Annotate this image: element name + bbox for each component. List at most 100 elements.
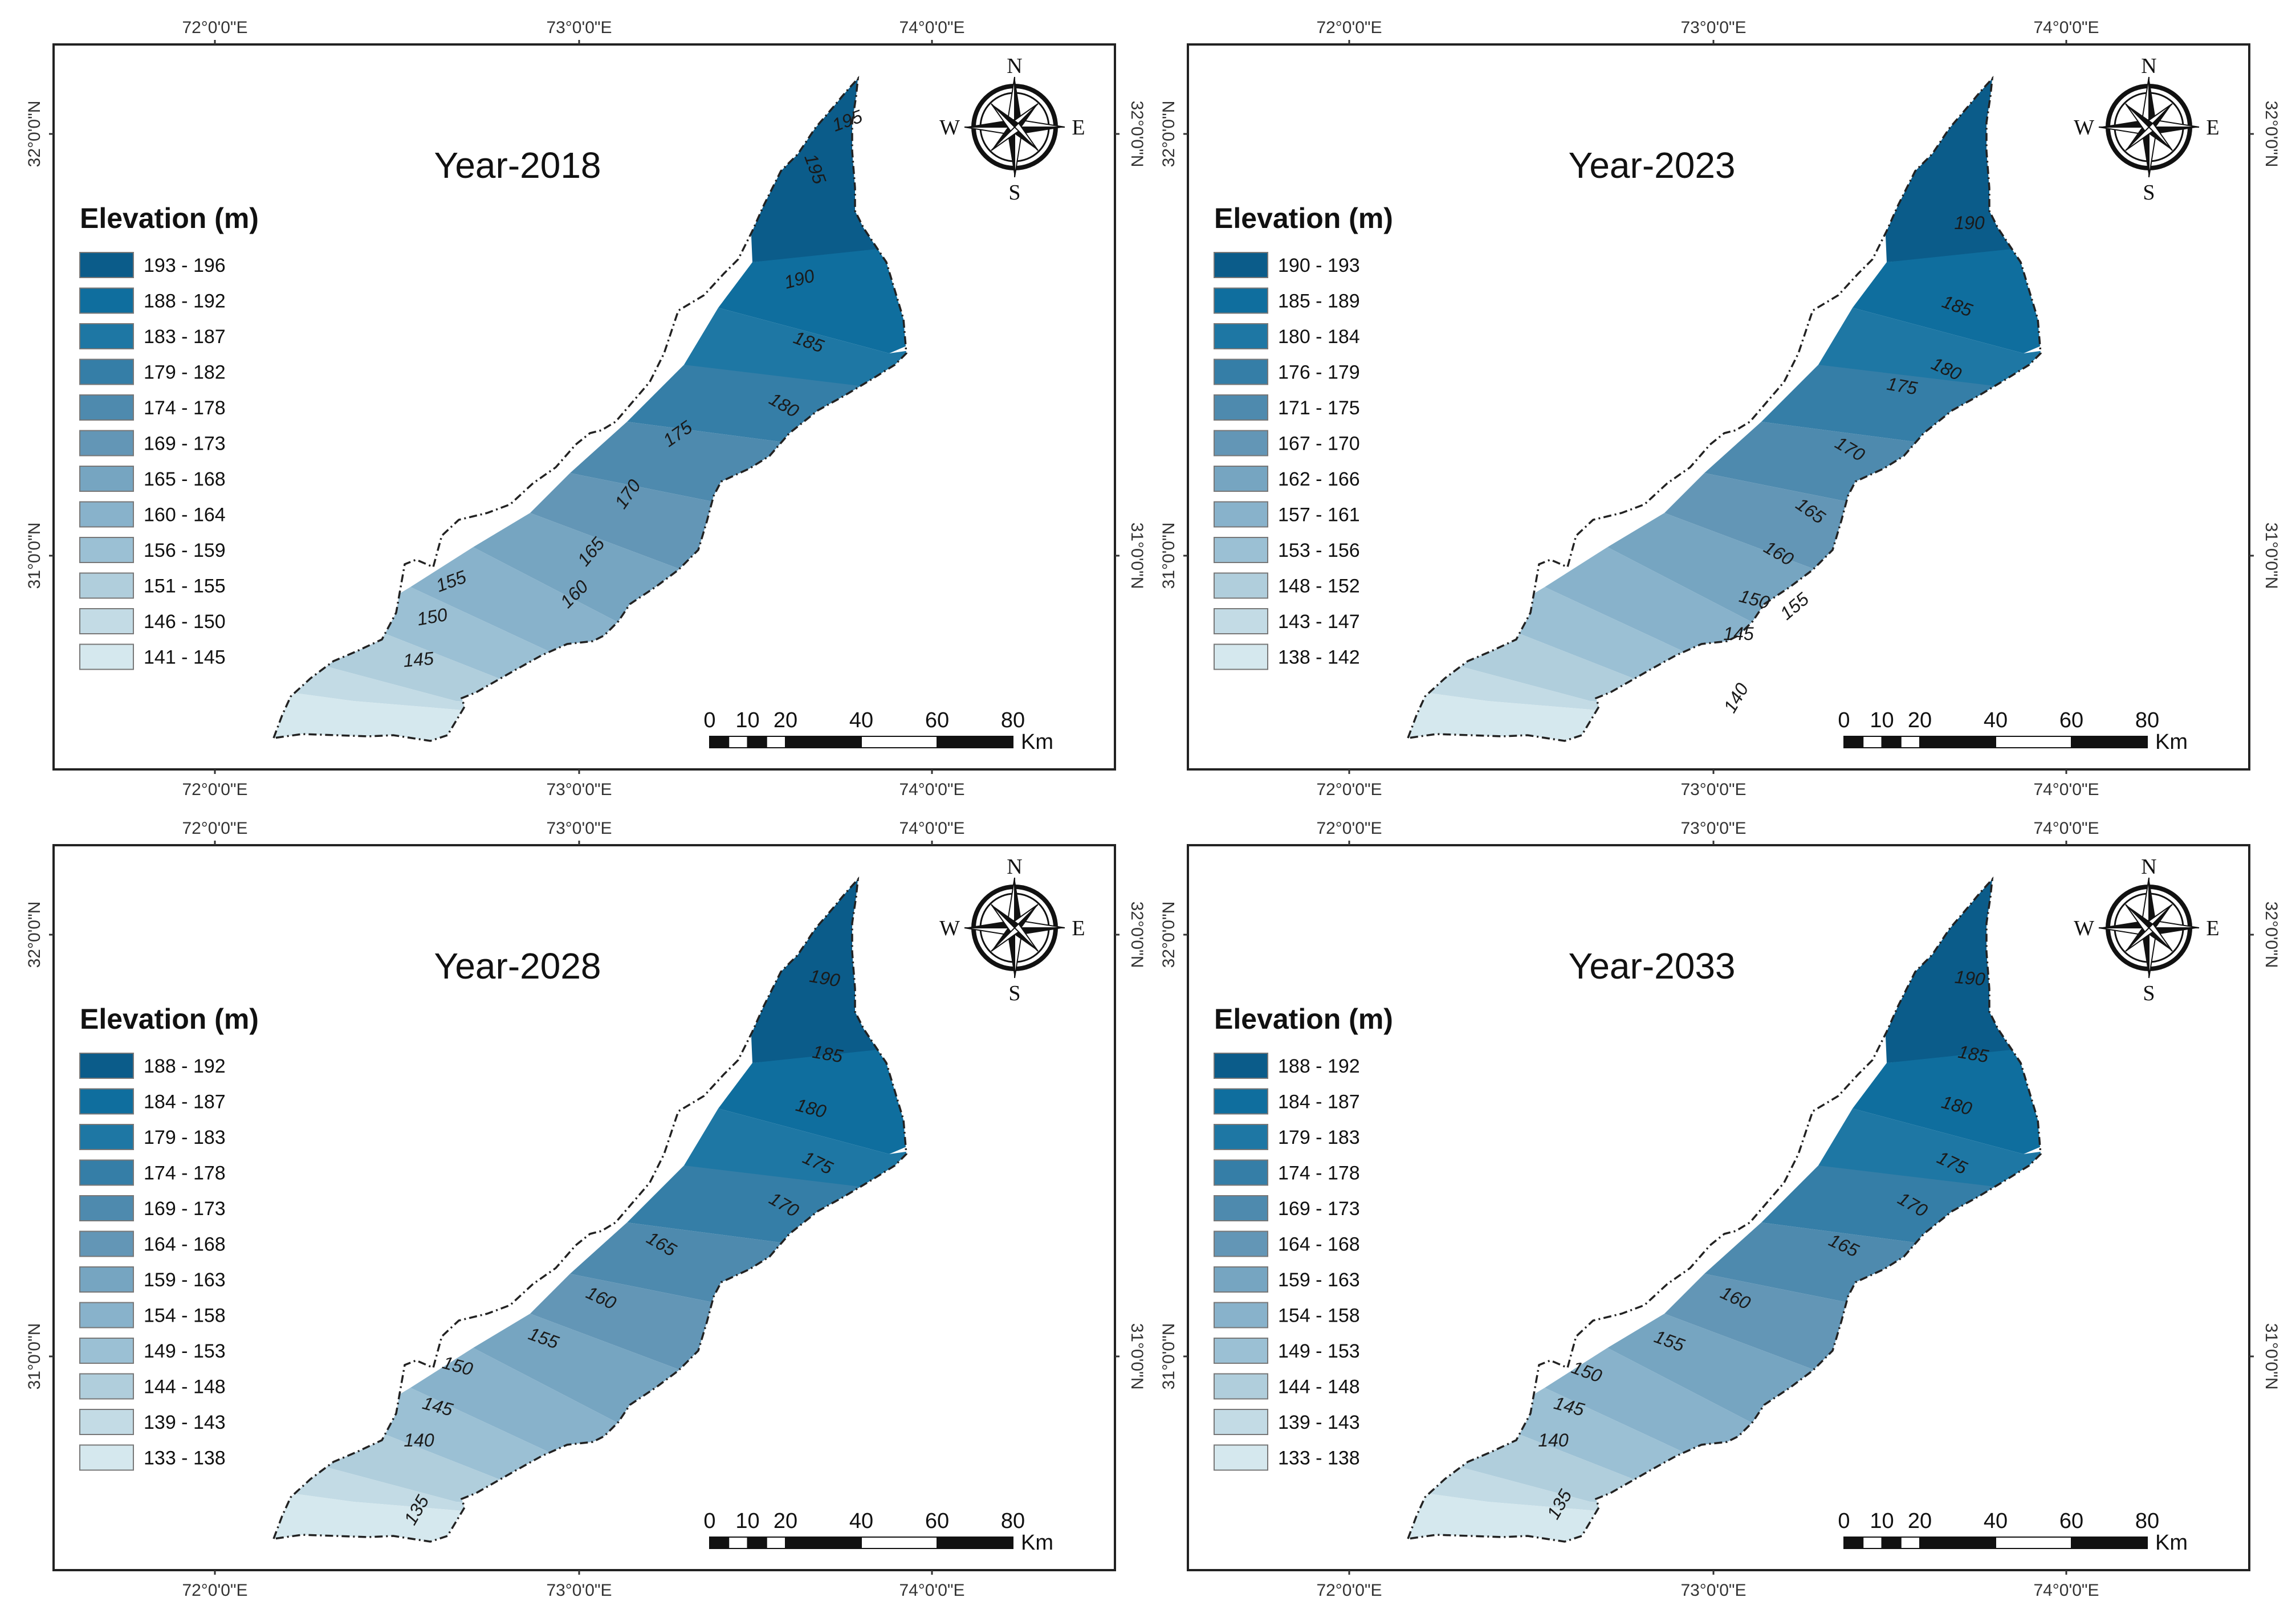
lat-label-right: 32°0'0"N bbox=[1127, 902, 1146, 968]
elevation-band-2 bbox=[1853, 239, 2041, 353]
compass-s-label: S bbox=[2143, 981, 2155, 1005]
lon-label-bottom: 74°0'0"E bbox=[899, 1581, 964, 1600]
region-boundary bbox=[272, 75, 907, 742]
scale-segment bbox=[1881, 736, 1902, 748]
lon-label-bottom: 72°0'0"E bbox=[182, 1581, 247, 1600]
legend-swatch bbox=[1214, 1338, 1268, 1364]
scale-segment bbox=[2071, 1537, 2148, 1549]
scale-tick-label: 0 bbox=[703, 1509, 715, 1533]
legend-label: 159 - 163 bbox=[144, 1269, 226, 1291]
lat-label-right: 31°0'0"N bbox=[1127, 523, 1146, 589]
legend-swatch bbox=[1214, 1124, 1268, 1150]
lat-label-left: 31°0'0"N bbox=[25, 1323, 44, 1390]
legend-swatch bbox=[79, 1053, 134, 1079]
scale-segment bbox=[1995, 736, 2072, 748]
scale-unit-label: Km bbox=[2155, 1531, 2188, 1555]
map-panel-2: 72°0'0"E 72°0'0"E 73°0'0"E 73°0'0"E 74°0'0"E… bbox=[1159, 18, 2281, 799]
lat-label-right: 31°0'0"N bbox=[1127, 1323, 1146, 1390]
legend-label: 190 - 193 bbox=[1278, 255, 1360, 276]
legend-label: 188 - 192 bbox=[144, 291, 226, 312]
lon-label-top: 73°0'0"E bbox=[546, 819, 612, 838]
contour-label: 140 bbox=[1538, 1430, 1569, 1450]
legend-swatch bbox=[79, 1124, 134, 1150]
legend-label: 171 - 175 bbox=[1278, 397, 1360, 419]
scale-tick-label: 80 bbox=[1001, 1509, 1025, 1533]
scale-segment bbox=[747, 736, 767, 748]
legend-label: 149 - 153 bbox=[144, 1340, 226, 1362]
scale-segment bbox=[785, 736, 862, 748]
legend-swatch bbox=[1214, 358, 1268, 385]
legend-swatch bbox=[79, 394, 134, 421]
lon-label-bottom: 73°0'0"E bbox=[546, 780, 612, 799]
legend-title: Elevation (m) bbox=[80, 202, 259, 234]
compass-rose-icon bbox=[2098, 76, 2200, 178]
compass-rose-icon bbox=[964, 76, 1065, 178]
contour-label: 145 bbox=[1723, 623, 1754, 644]
scale-segment bbox=[1862, 736, 1883, 748]
legend-swatch bbox=[1214, 537, 1268, 563]
legend-label: 153 - 156 bbox=[1278, 540, 1360, 561]
legend-label: 144 - 148 bbox=[144, 1376, 226, 1398]
lat-label-left: 31°0'0"N bbox=[1159, 1323, 1178, 1390]
scale-segment bbox=[1995, 1537, 2072, 1549]
map-panel-3: 72°0'0"E 72°0'0"E 73°0'0"E 73°0'0"E 74°0'0"E… bbox=[25, 819, 1146, 1600]
panel-title: Year-2033 bbox=[1569, 946, 1736, 987]
compass-w-label: W bbox=[2074, 916, 2094, 940]
legend-label: 138 - 142 bbox=[1278, 647, 1360, 669]
scale-tick-label: 40 bbox=[1984, 1509, 2008, 1533]
legend-swatch bbox=[79, 1373, 134, 1400]
legend-swatch bbox=[1214, 1088, 1268, 1115]
legend-label: 149 - 153 bbox=[1278, 1340, 1360, 1362]
panel-title: Year-2028 bbox=[434, 946, 601, 987]
legend-label: 184 - 187 bbox=[1278, 1091, 1360, 1113]
lat-label-right: 31°0'0"N bbox=[2262, 523, 2281, 589]
legend-swatch bbox=[79, 537, 134, 563]
lon-label-top: 73°0'0"E bbox=[1680, 819, 1746, 838]
lon-label-bottom: 72°0'0"E bbox=[1316, 1581, 1382, 1600]
legend-label: 184 - 187 bbox=[144, 1091, 226, 1113]
scale-tick-label: 10 bbox=[735, 708, 759, 732]
legend-label: 174 - 178 bbox=[144, 397, 226, 419]
scale-tick-label: 80 bbox=[2135, 1509, 2159, 1533]
legend-label: 164 - 168 bbox=[144, 1234, 226, 1256]
scale-segment bbox=[937, 736, 1013, 748]
compass-n-label: N bbox=[1007, 54, 1022, 78]
lat-label-right: 32°0'0"N bbox=[1127, 101, 1146, 168]
map-frame bbox=[1187, 43, 2250, 771]
lon-label-top: 72°0'0"E bbox=[182, 819, 247, 838]
legend-label: 169 - 173 bbox=[144, 1198, 226, 1220]
legend-label: 133 - 138 bbox=[1278, 1448, 1360, 1469]
legend-label: 179 - 183 bbox=[1278, 1127, 1360, 1148]
legend-label: 160 - 164 bbox=[144, 504, 226, 526]
lat-label-left: 32°0'0"N bbox=[25, 902, 44, 968]
map-frame bbox=[52, 844, 1116, 1571]
lon-label-bottom: 73°0'0"E bbox=[1680, 1581, 1746, 1600]
legend-swatch bbox=[79, 643, 134, 670]
scale-segment bbox=[861, 736, 938, 748]
legend-label: 151 - 155 bbox=[144, 576, 226, 597]
map-panel-4: 72°0'0"E 72°0'0"E 73°0'0"E 73°0'0"E 74°0'0"E… bbox=[1159, 819, 2281, 1600]
lon-label-top: 74°0'0"E bbox=[899, 18, 964, 37]
region-boundary bbox=[1406, 876, 2042, 1543]
compass-s-label: S bbox=[1008, 181, 1020, 205]
legend-swatch bbox=[79, 1159, 134, 1186]
legend-label: 188 - 192 bbox=[144, 1055, 226, 1077]
legend-label: 188 - 192 bbox=[1278, 1055, 1360, 1077]
scale-segment bbox=[766, 736, 786, 748]
legend-swatch bbox=[1214, 1195, 1268, 1221]
compass-e-label: E bbox=[2206, 116, 2219, 140]
legend-label: 139 - 143 bbox=[144, 1412, 226, 1433]
legend-swatch bbox=[1214, 501, 1268, 528]
panel-title: Year-2023 bbox=[1569, 145, 1736, 186]
lat-label-right: 32°0'0"N bbox=[2262, 101, 2281, 168]
scale-segment bbox=[937, 1537, 1013, 1549]
scale-segment bbox=[1843, 736, 1864, 748]
legend-label: 183 - 187 bbox=[144, 326, 226, 348]
legend-label: 162 - 166 bbox=[1278, 468, 1360, 490]
scale-tick-label: 60 bbox=[925, 1509, 949, 1533]
legend-swatch bbox=[1214, 1266, 1268, 1293]
scale-segment bbox=[766, 1537, 786, 1549]
scale-tick-label: 0 bbox=[1838, 1509, 1850, 1533]
lon-label-bottom: 73°0'0"E bbox=[1680, 780, 1746, 799]
